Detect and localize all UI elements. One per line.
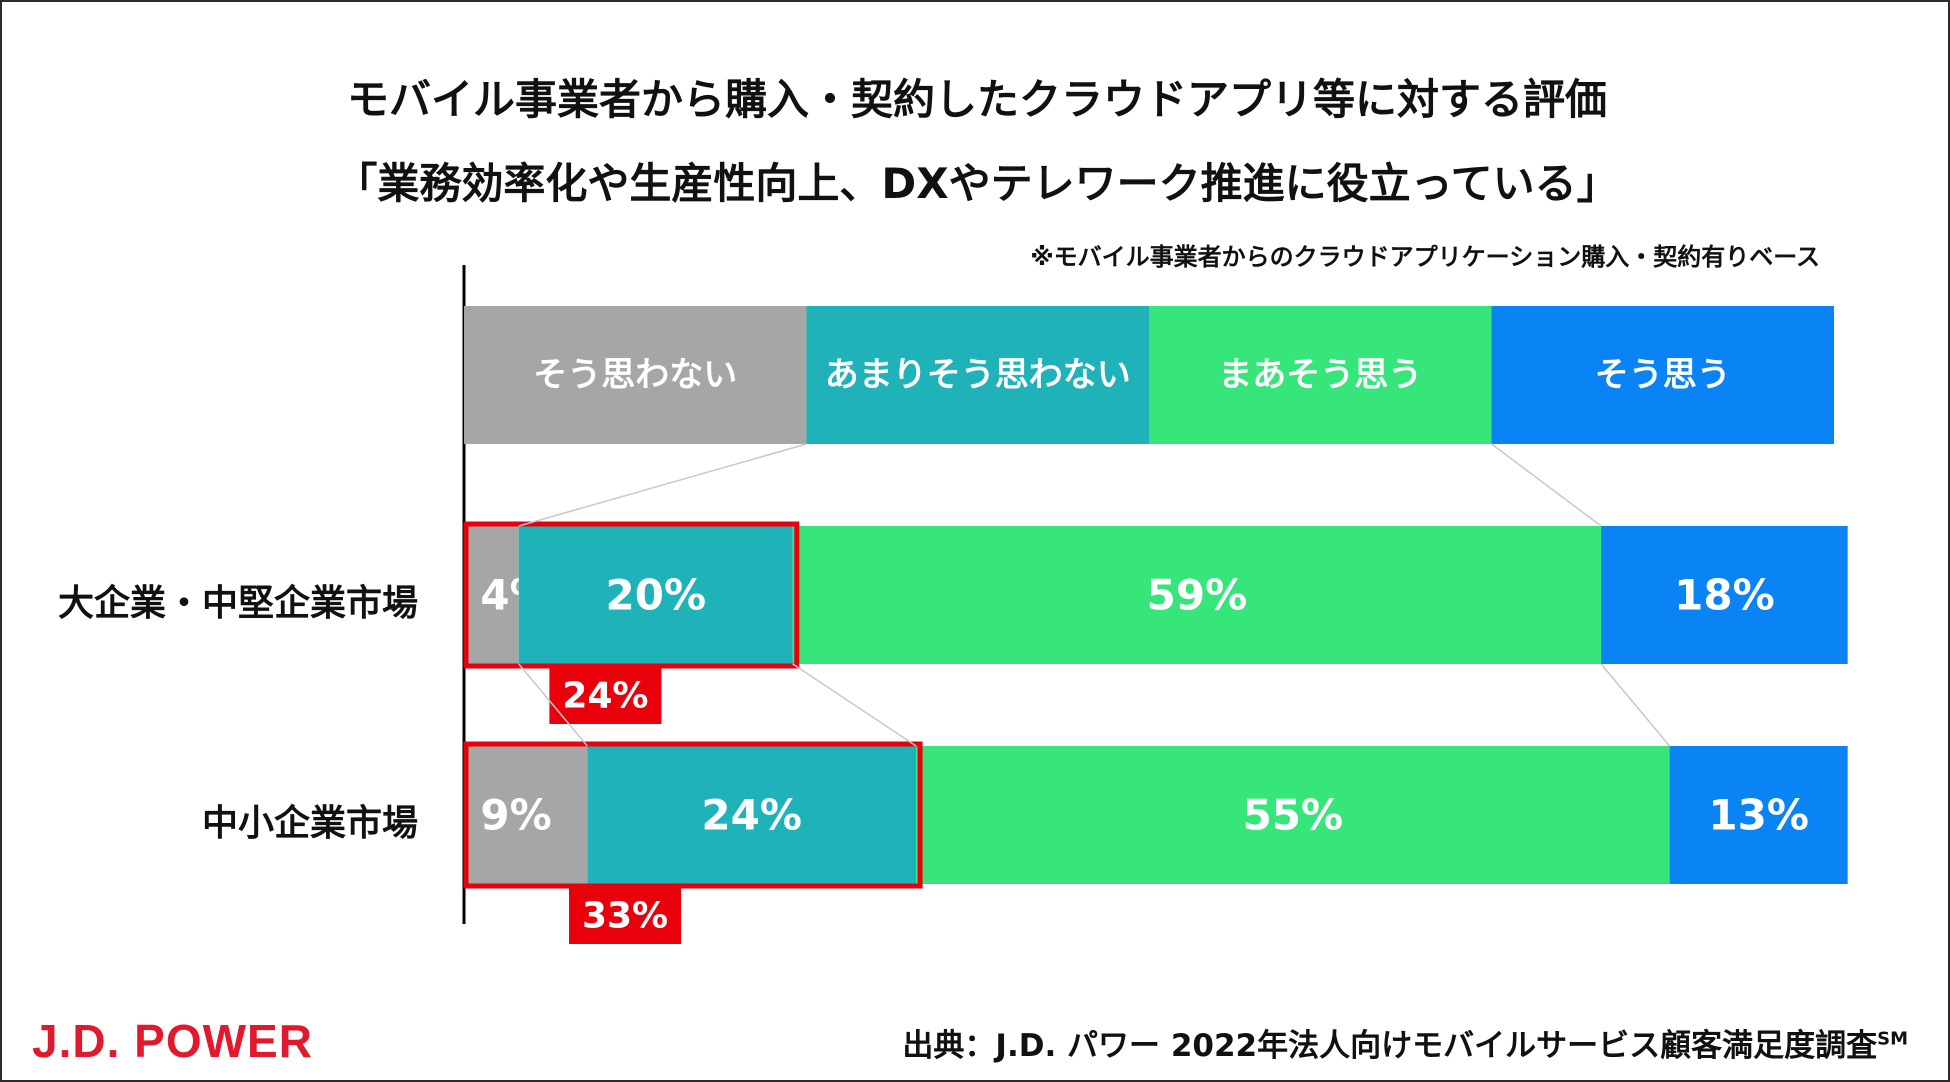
data-label-r2-s4: 13% <box>1708 791 1809 840</box>
row-label-large-enterprise: 大企業・中堅企業市場 <box>57 583 418 624</box>
bar-segment-r1-s2 <box>518 526 793 664</box>
connector-row-2 <box>792 663 917 747</box>
legend-label-2: あまりそう思わない <box>825 355 1131 395</box>
connector-row-1 <box>518 663 588 747</box>
connector-legend-1 <box>518 443 807 527</box>
bar-segment-r2-s1 <box>464 746 588 884</box>
legend-label-3: まあそう思う <box>1218 355 1422 395</box>
highlight-box-r2 <box>463 741 923 889</box>
connector-legend-2 <box>1491 443 1602 527</box>
source-text: 出典：J.D. パワー 2022年法人向けモバイルサービス顧客満足度調査 <box>902 1028 1878 1064</box>
bar-segment-r2-s3 <box>916 746 1670 884</box>
data-label-r2-s2: 24% <box>701 791 802 840</box>
legend-swatch-4 <box>1491 306 1834 444</box>
legend-swatch-2 <box>806 306 1149 444</box>
total-label-r1: 24% <box>562 676 648 717</box>
chart-title-line1: モバイル事業者から購入・契約したクラウドアプリ等に対する評価 <box>346 75 1607 124</box>
legend-swatch-1 <box>464 306 807 444</box>
data-label-r1-s3: 59% <box>1147 571 1248 620</box>
total-label-r2: 33% <box>582 896 668 937</box>
service-mark: SM <box>1877 1028 1908 1050</box>
total-badge-r2 <box>569 888 682 944</box>
data-label-r1-s4: 18% <box>1674 571 1775 620</box>
data-label-r1-s2: 20% <box>606 571 707 620</box>
highlight-box-r1 <box>463 521 800 669</box>
total-badge-r1 <box>549 668 662 724</box>
data-label-r2-s3: 55% <box>1243 791 1344 840</box>
base-note: ※モバイル事業者からのクラウドアプリケーション購入・契約有りベース <box>1030 243 1820 271</box>
legend-swatch-3 <box>1149 306 1492 444</box>
bar-segment-r1-s1 <box>464 526 519 664</box>
bar-segment-r2-s2 <box>587 746 917 884</box>
chart-title-line2: 「業務効率化や生産性向上、DXやテレワーク推進に役立っている」 <box>335 159 1619 208</box>
source-credit: 出典：J.D. パワー 2022年法人向けモバイルサービス顧客満足度調査SM <box>902 1020 1908 1065</box>
connector-row-3 <box>1600 663 1671 747</box>
legend-label-4: そう思う <box>1595 355 1731 395</box>
bar-segment-r1-s4 <box>1601 526 1848 664</box>
data-label-r2-s1: 9% <box>480 791 551 840</box>
bar-segment-r1-s3 <box>792 526 1602 664</box>
row-label-small-business: 中小企業市場 <box>201 803 418 844</box>
legend-label-1: そう思わない <box>533 355 737 395</box>
bar-segment-r2-s4 <box>1669 746 1848 884</box>
jd-power-logo: J.D. POWER <box>32 1015 313 1067</box>
